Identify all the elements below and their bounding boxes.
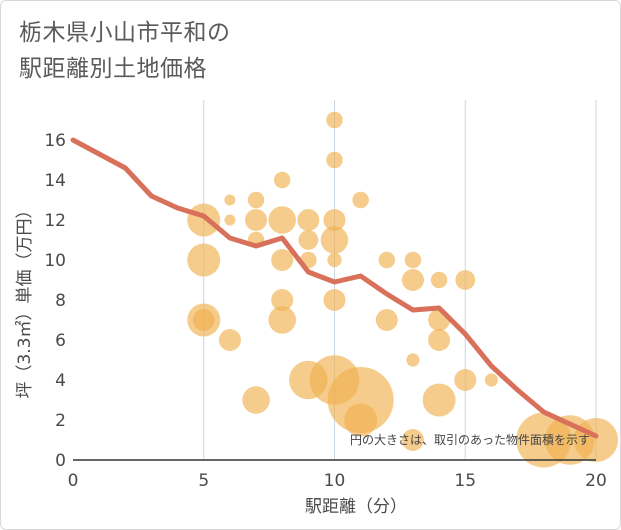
x-axis-label: 駅距離（分） [305, 497, 407, 517]
data-point-31 [375, 309, 398, 331]
data-point-25 [323, 289, 346, 311]
data-point-7 [247, 191, 265, 209]
data-point-11 [273, 171, 291, 189]
data-point-10 [242, 386, 270, 414]
data-point-39 [422, 383, 456, 417]
data-points [187, 111, 618, 468]
y-tick-label-4: 4 [55, 371, 66, 391]
data-point-17 [298, 230, 319, 250]
data-point-13 [271, 249, 294, 271]
data-point-6 [218, 329, 241, 351]
trend-line [70, 137, 599, 439]
data-point-16 [297, 209, 320, 231]
data-point-33 [401, 269, 424, 291]
data-point-0 [187, 203, 221, 237]
x-axis-ticks: 0 5 10 15 20 [68, 471, 607, 491]
data-point-1 [187, 243, 221, 277]
data-point-35 [401, 429, 424, 451]
data-point-5 [224, 214, 236, 226]
data-point-28 [327, 367, 394, 433]
y-tick-label-14: 14 [44, 171, 66, 191]
data-point-22 [323, 209, 346, 231]
chart-title-line2: 駅距離別土地価格 [19, 56, 207, 82]
y-axis-label: 坪（3.3㎡）単価（万円） [15, 201, 35, 398]
data-point-23 [320, 226, 349, 254]
data-point-40 [455, 270, 476, 290]
chart-title: 栃木県小山市平和の 駅距離別土地価格 [19, 15, 231, 87]
data-point-8 [245, 209, 268, 231]
data-point-32 [404, 251, 422, 269]
data-point-3 [192, 309, 215, 331]
y-tick-label-2: 2 [55, 411, 66, 431]
x-tick-label-20: 20 [585, 471, 607, 491]
data-point-29 [344, 403, 378, 437]
y-tick-label-8: 8 [55, 291, 66, 311]
x-tick-label-0: 0 [68, 471, 79, 491]
data-point-27 [352, 191, 369, 209]
size-note: 円の大きさは、取引のあった物件面積を示す [350, 432, 590, 447]
data-point-42 [484, 373, 498, 387]
chart-title-line1: 栃木県小山市平和の [19, 20, 231, 46]
data-point-14 [271, 289, 294, 311]
data-point-15 [268, 306, 296, 334]
y-tick-label-12: 12 [44, 211, 66, 231]
y-tick-label-10: 10 [44, 251, 66, 271]
data-point-30 [378, 251, 396, 269]
data-point-20 [326, 111, 343, 129]
y-axis-ticks: 0 2 4 6 8 10 12 14 16 [44, 131, 66, 471]
data-point-4 [224, 194, 236, 206]
x-tick-label-5: 5 [198, 471, 209, 491]
data-point-21 [326, 151, 343, 169]
data-point-12 [268, 206, 296, 234]
data-point-38 [428, 329, 451, 351]
data-point-36 [430, 271, 448, 289]
y-tick-label-6: 6 [55, 331, 66, 351]
trend-line-path [70, 137, 599, 439]
data-point-34 [406, 353, 420, 367]
x-tick-label-10: 10 [324, 471, 346, 491]
y-tick-label-16: 16 [44, 131, 66, 151]
y-tick-label-0: 0 [55, 451, 66, 471]
data-point-41 [454, 369, 477, 391]
data-point-24 [327, 252, 342, 268]
x-tick-label-15: 15 [454, 471, 476, 491]
